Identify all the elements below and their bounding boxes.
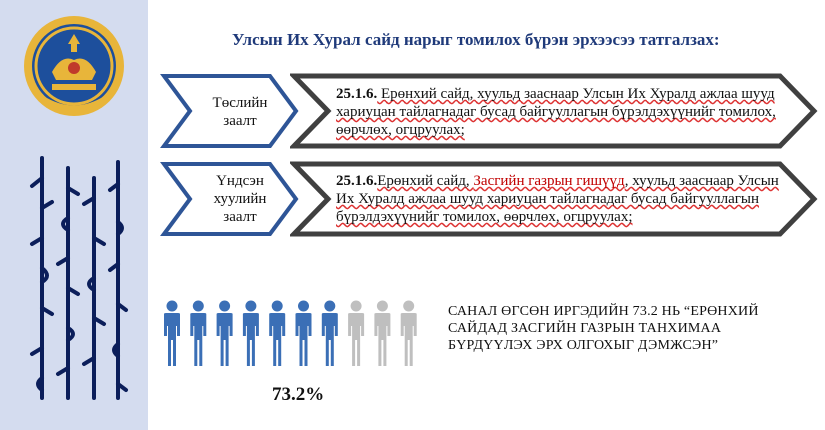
person-icon: [400, 300, 417, 366]
row2-article-body-end: , хуульд зааснаар Улсын Их Хуралд ажлаа …: [336, 173, 779, 225]
row1-content-arrow: [290, 73, 818, 149]
row1-article-body: Ерөнхий сайд, хуульд зааснаар Улсын Их Х…: [336, 86, 776, 138]
sidebar: [0, 0, 148, 430]
person-icon: [242, 300, 259, 366]
vertical-script-decoration: [30, 156, 128, 400]
row1-article-number: 25.1.6.: [336, 86, 378, 102]
person-icon: [190, 300, 207, 366]
row1-label-line1: Төслийн: [212, 95, 268, 111]
row2-article-highlight: Засгийн газрын гишүүд: [473, 173, 625, 189]
person-icon: [295, 300, 312, 366]
survey-percent: 73.2%: [272, 384, 325, 405]
state-emblem-icon: [24, 16, 124, 116]
person-icon: [164, 300, 180, 366]
row1-article-text: 25.1.6. Ерөнхий сайд, хуульд зааснаар Ул…: [336, 85, 784, 139]
row2-article-number: 25.1.6.: [336, 173, 378, 189]
row1-label-chevron: [160, 74, 299, 148]
row2-label-line1: Үндсэн: [216, 173, 264, 189]
row2-article-body-start: Ерөнхий сайд,: [377, 173, 474, 189]
person-icon: [321, 300, 338, 366]
row2-content-arrow: [290, 161, 818, 237]
row2-article-text: 25.1.6.Ерөнхий сайд, Засгийн газрын гишү…: [336, 172, 784, 226]
slide-title: Улсын Их Хурал сайд нарыг томилох бүрэн …: [232, 30, 720, 49]
person-icon: [374, 300, 391, 366]
row2-label: Үндсэн хуулийн заалт: [192, 172, 288, 226]
person-icon: [348, 300, 365, 366]
row1-label-line2: заалт: [223, 113, 257, 129]
row2-label-line3: заалт: [223, 209, 257, 225]
row1-label: Төслийн заалт: [192, 94, 288, 130]
person-icon: [216, 300, 233, 366]
survey-statement: САНАЛ ӨГСӨН ИРГЭДИЙН 73.2 НЬ “ЕРӨНХИЙ СА…: [448, 304, 759, 353]
survey-people-icons: [164, 300, 417, 366]
row2-label-chevron: [160, 162, 299, 236]
person-icon: [269, 300, 286, 366]
row2-label-line2: хуулийн: [213, 191, 267, 207]
